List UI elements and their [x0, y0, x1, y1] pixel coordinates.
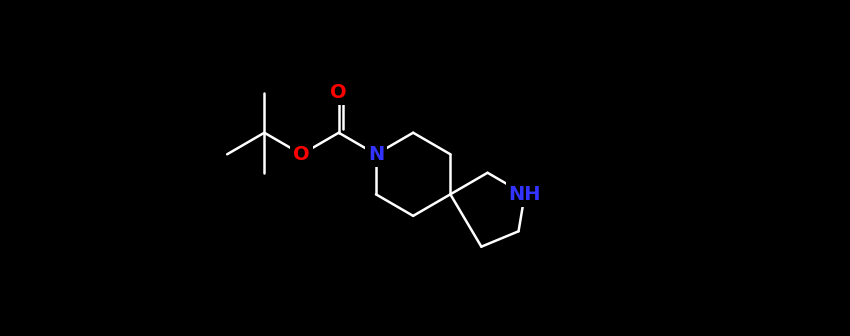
Text: O: O	[331, 83, 347, 102]
Text: N: N	[368, 145, 384, 164]
Text: O: O	[293, 145, 310, 164]
Text: NH: NH	[508, 185, 541, 204]
